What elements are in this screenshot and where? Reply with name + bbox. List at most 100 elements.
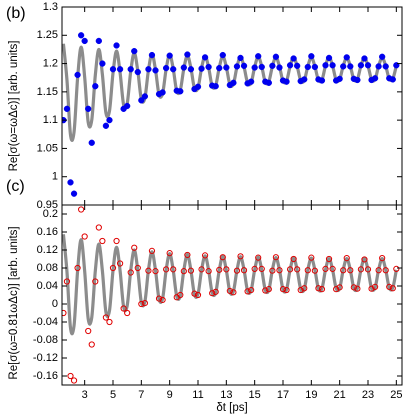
data-point <box>269 62 276 69</box>
data-point <box>251 265 258 272</box>
data-point <box>286 62 294 69</box>
data-point <box>329 265 336 272</box>
data-point <box>322 265 329 272</box>
data-point <box>88 341 95 348</box>
data-point <box>81 37 88 45</box>
data-point <box>393 265 400 272</box>
data-point <box>240 62 248 69</box>
data-point <box>138 300 145 308</box>
data-point <box>216 266 223 273</box>
y-tick-label: 0.08 <box>37 262 58 274</box>
data-point <box>336 284 343 291</box>
y-tick-label: 0.04 <box>37 280 58 292</box>
data-point <box>325 54 333 62</box>
panel-label: (c) <box>6 178 25 195</box>
data-point <box>233 267 241 274</box>
data-point <box>170 66 177 73</box>
data-point <box>294 266 301 273</box>
frame <box>61 6 403 206</box>
data-point <box>308 53 315 60</box>
x-tick-label: 11 <box>192 389 203 401</box>
data-point <box>265 79 272 86</box>
data-point <box>184 251 191 259</box>
data-point <box>124 102 131 110</box>
data-point <box>99 237 106 245</box>
data-point <box>233 63 241 70</box>
data-point <box>361 256 368 263</box>
data-point <box>318 77 326 84</box>
data-point <box>286 266 294 273</box>
data-point <box>166 52 173 59</box>
data-point <box>106 318 113 326</box>
data-point <box>265 286 272 293</box>
data-point <box>311 63 319 71</box>
y-tick-label: 1.3 <box>43 1 58 13</box>
data-point <box>248 286 255 294</box>
data-point <box>159 89 166 96</box>
data-point <box>357 62 365 69</box>
data-point <box>131 47 138 55</box>
data-point <box>159 296 166 304</box>
data-point <box>237 253 244 260</box>
data-point <box>198 65 205 72</box>
y-tick-label: 1.2 <box>43 57 58 69</box>
data-point <box>219 254 226 261</box>
data-point <box>247 78 255 85</box>
data-point <box>134 264 141 272</box>
data-point <box>187 267 195 274</box>
data-point <box>134 68 141 76</box>
data-point <box>198 266 205 273</box>
data-point <box>262 287 269 294</box>
data-point <box>343 255 350 262</box>
data-point <box>212 83 219 90</box>
data-point <box>347 267 354 274</box>
x-tick-label: 3 <box>82 389 88 401</box>
data-point <box>301 76 308 83</box>
data-point <box>77 32 85 39</box>
data-point <box>131 244 138 251</box>
data-point <box>127 269 134 276</box>
data-point <box>205 268 212 275</box>
y-tick-label: 1.1 <box>43 114 58 126</box>
data-point <box>152 268 159 275</box>
data-point <box>67 372 74 380</box>
data-point <box>205 63 212 71</box>
data-point <box>141 300 148 307</box>
data-point <box>368 285 375 292</box>
data-point <box>194 291 202 299</box>
data-point <box>180 268 187 275</box>
x-tick-label: 13 <box>220 389 232 401</box>
data-point <box>120 305 127 312</box>
data-point <box>379 53 386 60</box>
data-point <box>269 267 276 274</box>
data-point <box>230 79 237 86</box>
data-point <box>70 190 78 197</box>
plot-area <box>62 32 400 197</box>
data-point <box>106 116 113 124</box>
data-point <box>74 71 81 79</box>
data-point <box>116 66 124 73</box>
x-tick-label: 7 <box>138 389 144 401</box>
data-point <box>375 267 382 274</box>
data-point <box>124 309 131 317</box>
data-point <box>109 264 117 272</box>
data-point <box>145 267 152 274</box>
data-point <box>152 67 159 74</box>
frame <box>61 204 403 386</box>
data-point <box>113 42 120 49</box>
fit-line <box>62 234 398 336</box>
data-point <box>350 284 357 291</box>
data-point <box>276 64 283 71</box>
data-point <box>148 51 156 59</box>
data-point <box>187 66 195 73</box>
data-point <box>386 283 393 290</box>
data-point <box>354 285 361 292</box>
data-point <box>297 286 304 294</box>
y-tick-label: 1.05 <box>37 142 58 154</box>
data-point <box>92 278 99 285</box>
data-point <box>272 254 280 261</box>
data-point <box>194 83 202 90</box>
x-tick-label: 23 <box>362 389 374 401</box>
x-tick-label: 17 <box>277 389 289 401</box>
data-point <box>191 290 198 297</box>
